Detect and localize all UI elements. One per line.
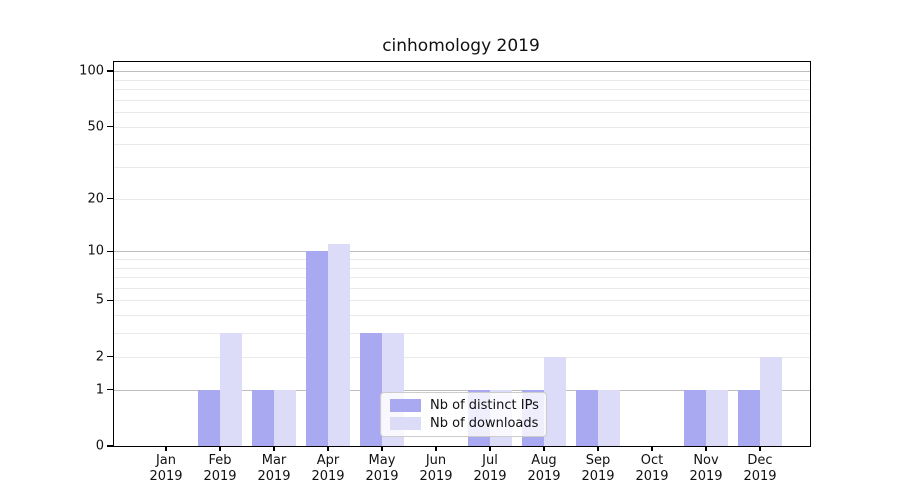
x-tick-label: Apr 2019: [311, 453, 345, 484]
y-tick-label: 5: [95, 292, 104, 308]
x-tick: [273, 446, 275, 451]
x-tick-label: Aug 2019: [527, 453, 561, 484]
minor-gridline: [114, 126, 810, 128]
major-gridline: [114, 389, 810, 391]
y-tick-label: 20: [87, 191, 104, 207]
x-tick: [435, 446, 437, 451]
x-tick-label: Nov 2019: [689, 453, 723, 484]
bar-downloads-nov: [706, 389, 728, 446]
x-tick: [651, 446, 653, 451]
minor-gridline: [114, 259, 810, 260]
x-tick-label: Sep 2019: [581, 453, 615, 484]
minor-gridline: [114, 315, 810, 317]
minor-gridline: [114, 79, 810, 81]
x-tick-label: Oct 2019: [635, 453, 669, 484]
x-tick: [759, 446, 761, 451]
bar-distinct-ips-feb: [198, 389, 220, 446]
minor-gridline: [114, 198, 810, 200]
minor-gridline: [114, 144, 810, 146]
minor-gridline: [114, 300, 810, 302]
x-tick: [219, 446, 221, 451]
y-tick: [107, 389, 113, 391]
minor-gridline: [114, 267, 810, 269]
chart-title: cinhomology 2019: [382, 36, 540, 56]
bar-distinct-ips-sep: [576, 389, 598, 446]
legend-label-distinct-ips: Nb of distinct IPs: [430, 398, 539, 413]
minor-gridline: [114, 287, 810, 289]
bar-distinct-ips-dec: [738, 389, 760, 446]
y-tick-label: 0: [95, 438, 104, 454]
minor-gridline: [114, 112, 810, 114]
major-gridline: [114, 251, 810, 253]
x-tick-label: Dec 2019: [743, 453, 777, 484]
major-gridline: [114, 71, 810, 73]
bar-downloads-mar: [274, 389, 296, 446]
x-tick: [327, 446, 329, 451]
x-tick: [543, 446, 545, 451]
legend-item-distinct-ips: Nb of distinct IPs: [390, 398, 539, 413]
y-tick-label: 100: [79, 63, 104, 79]
bar-distinct-ips-apr: [306, 251, 328, 446]
x-tick: [489, 446, 491, 451]
minor-gridline: [114, 167, 810, 169]
x-tick: [381, 446, 383, 451]
x-tick: [705, 446, 707, 451]
y-tick: [107, 70, 113, 72]
bar-distinct-ips-mar: [252, 389, 274, 446]
plot-area: 0 1 2 5 10 20 50 100 Jan 2019 Feb 2019 Mar 2019 Apr 201…: [79, 61, 811, 484]
x-tick-label: Jan 2019: [149, 453, 183, 484]
minor-gridline: [114, 356, 810, 358]
legend: Nb of distinct IPs Nb of downloads: [380, 392, 547, 437]
bar-downloads-feb: [220, 333, 242, 446]
y-tick: [107, 445, 113, 447]
bar-downloads-dec: [760, 356, 782, 446]
x-tick: [165, 446, 167, 451]
x-tick: [597, 446, 599, 451]
bar-downloads-aug: [544, 356, 566, 446]
bar-distinct-ips-may: [360, 333, 382, 446]
legend-swatch-distinct-ips: [390, 399, 421, 412]
y-tick: [107, 198, 113, 200]
bar-downloads-apr: [328, 244, 350, 446]
minor-gridline: [114, 333, 810, 335]
y-tick: [107, 250, 113, 252]
legend-item-downloads: Nb of downloads: [390, 416, 538, 431]
y-tick: [107, 125, 113, 128]
legend-label-downloads: Nb of downloads: [430, 416, 539, 431]
y-tick-label: 50: [87, 119, 104, 135]
y-tick-label: 10: [87, 243, 104, 259]
legend-swatch-downloads: [390, 417, 421, 430]
minor-gridline: [114, 99, 810, 101]
y-tick: [107, 356, 113, 358]
minor-gridline: [114, 89, 810, 91]
x-tick-label: Mar 2019: [257, 453, 291, 484]
y-tick: [107, 299, 113, 302]
x-tick-label: May 2019: [365, 453, 399, 484]
x-tick-label: Jul 2019: [473, 453, 507, 484]
y-tick-label: 1: [95, 382, 104, 398]
minor-gridline: [114, 277, 810, 279]
x-tick-label: Feb 2019: [203, 453, 237, 484]
bar-distinct-ips-nov: [684, 389, 706, 446]
y-tick-label: 2: [95, 349, 104, 365]
x-tick-label: Jun 2019: [419, 453, 453, 484]
bar-downloads-sep: [598, 389, 620, 446]
